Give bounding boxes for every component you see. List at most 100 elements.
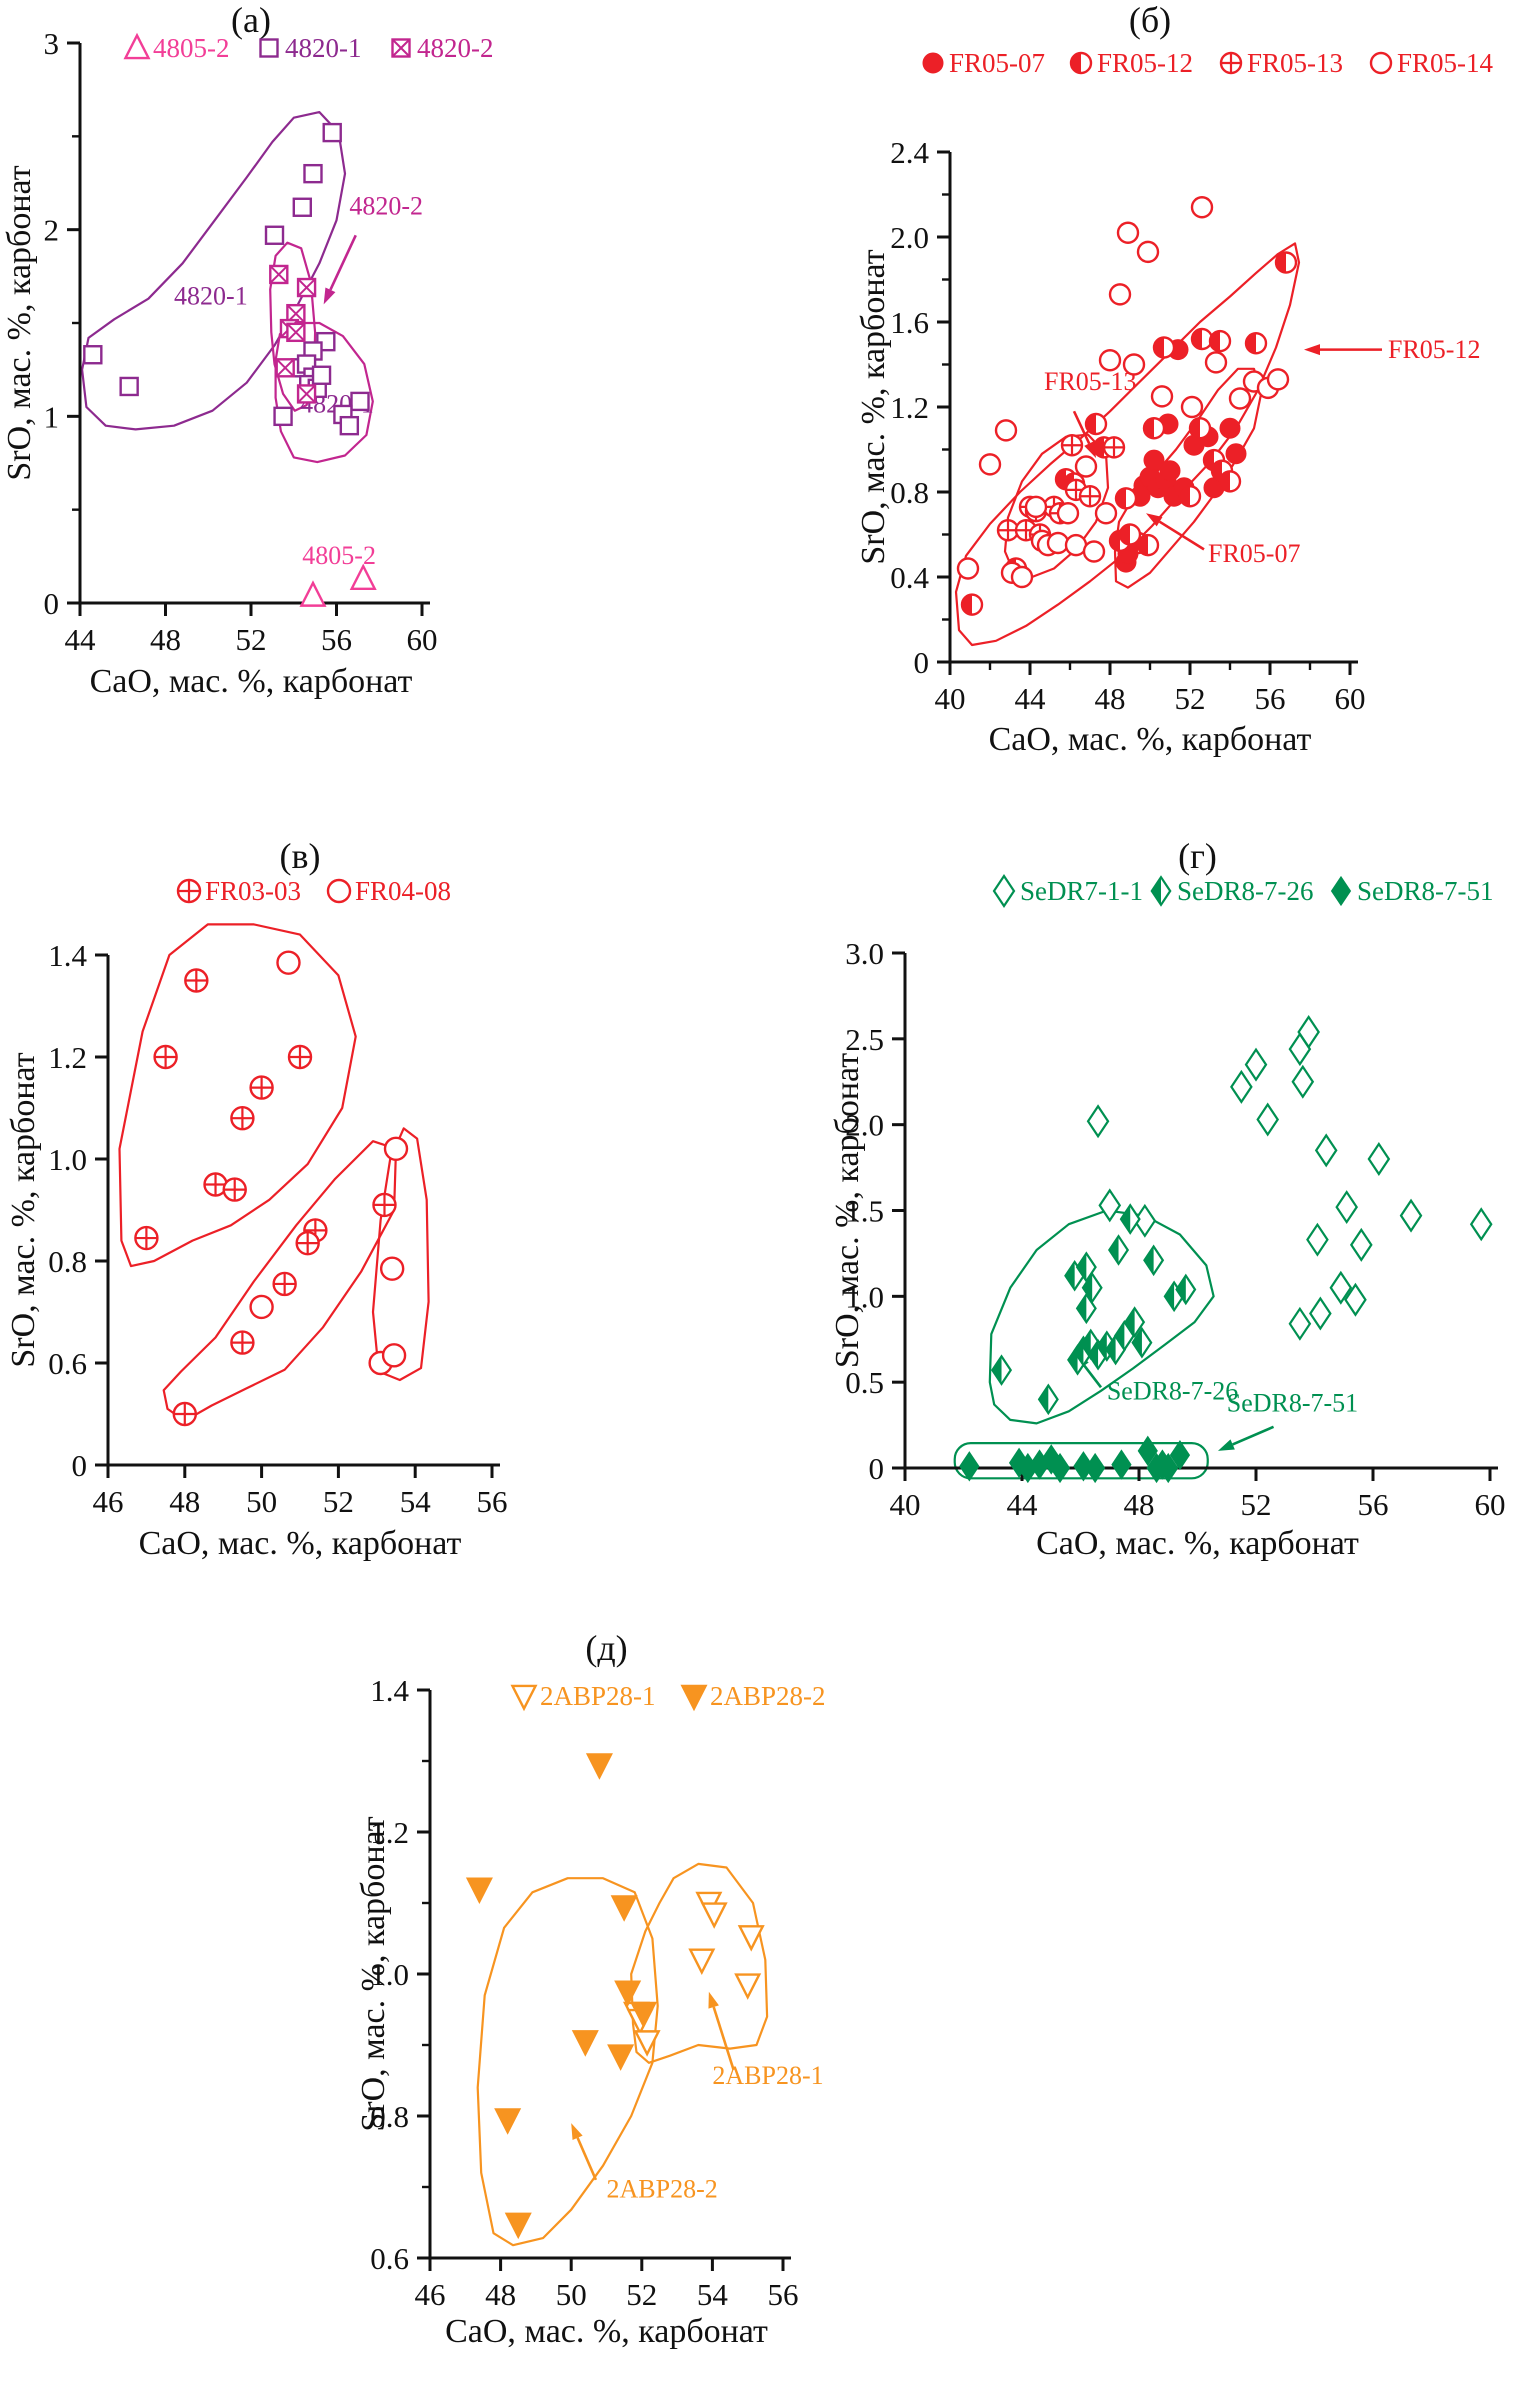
x-tick-label: 54 — [400, 1484, 432, 1519]
y-tick-label: 0.8 — [890, 475, 929, 510]
y-tick-label: 0.8 — [370, 2099, 409, 2134]
data-point-marker — [494, 2108, 522, 2135]
data-point-marker — [1085, 1452, 1106, 1484]
legend-item-FR05-13: FR05-13 — [1219, 48, 1343, 78]
legend-label: 2ABP28-2 — [710, 1681, 826, 1711]
legend-item-FR04-08: FR04-08 — [326, 876, 451, 906]
annotation-arrow-line — [1232, 1425, 1275, 1446]
legend-item-SeDR7-1-1: SeDR7-1-1 — [992, 874, 1143, 908]
annotation-label: SeDR8-7-51 — [1227, 1388, 1358, 1417]
x-tick-label: 44 — [65, 622, 97, 657]
data-point-marker — [1024, 495, 1048, 519]
annotation-arrow-line — [1072, 410, 1091, 445]
y-tick-label: 1.4 — [370, 1673, 409, 1708]
group-outline — [953, 1442, 1209, 1480]
data-point-marker-half — [1204, 450, 1214, 471]
x-axis-label: CaO, мас. %, карбонат — [445, 2313, 768, 2350]
data-point-marker — [264, 225, 285, 245]
data-point-marker-half — [1164, 1282, 1175, 1311]
data-point-marker — [350, 391, 370, 412]
legend-label: SeDR8-7-26 — [1177, 876, 1314, 906]
data-point-marker — [504, 2212, 532, 2240]
legend-label: 4805-2 — [153, 33, 230, 63]
y-tick-label: 1.2 — [370, 1815, 409, 1850]
group-outline — [371, 1127, 430, 1382]
annotation-label: 2ABP28-1 — [712, 2061, 823, 2090]
data-point-marker-half — [1210, 331, 1220, 352]
legend-label: FR03-03 — [205, 876, 301, 906]
annotation-arrow-head — [571, 2123, 583, 2140]
data-point-marker — [992, 874, 1016, 908]
legend-item-SeDR8-7-26: SeDR8-7-26 — [1150, 875, 1314, 907]
y-tick-label: 1 — [44, 399, 60, 434]
data-point-marker — [737, 1925, 765, 1952]
legend-item-FR05-14: FR05-14 — [1369, 48, 1494, 78]
annotation-arrow-head — [708, 1991, 719, 2009]
x-tick-label: 46 — [93, 1484, 124, 1519]
data-point-marker — [1158, 1452, 1179, 1484]
annotation-arrow-line — [1083, 1364, 1103, 1389]
x-tick-label: 50 — [246, 1484, 277, 1519]
data-point-marker — [322, 122, 342, 143]
annotation-arrow-head — [1146, 513, 1163, 527]
chart-title: (д) — [585, 1628, 627, 1668]
data-point-marker — [1041, 1444, 1062, 1475]
x-tick-label: 56 — [1358, 1487, 1389, 1522]
chart-b: 40 44 48 52 56 60 0 0.4 0.8 1.2 1.6 2.0 2.4 CaO, мас.… — [855, 0, 1494, 758]
data-point-marker — [83, 345, 103, 365]
y-tick-label: 2 — [44, 213, 60, 248]
chart-title: (б) — [1129, 0, 1171, 40]
legend-item-FR05-07: FR05-07 — [922, 48, 1045, 78]
legend-label: FR05-14 — [1397, 48, 1494, 78]
chart-title: (г) — [1178, 836, 1217, 876]
data-point-marker — [1329, 1270, 1353, 1305]
series-4820-1 — [83, 122, 370, 436]
data-point-marker — [978, 453, 1002, 476]
data-point-marker-half — [1121, 1205, 1131, 1233]
series-4805-2 — [299, 563, 377, 607]
annotation-arrow-line — [712, 2006, 735, 2071]
data-point-marker — [1344, 1282, 1367, 1317]
data-point-marker — [1256, 1102, 1280, 1137]
data-point-marker-half — [1081, 1330, 1091, 1359]
x-tick-label: 52 — [1241, 1487, 1272, 1522]
x-tick-label: 48 — [150, 622, 181, 657]
data-point-marker — [1367, 1142, 1391, 1176]
y-tick-label: 3.0 — [845, 936, 884, 971]
x-tick-label: 56 — [768, 2277, 799, 2312]
data-point-marker — [1244, 1047, 1268, 1082]
data-point-marker-half — [1115, 1322, 1125, 1350]
data-point-marker — [1225, 443, 1247, 465]
legend-item-4820-2: 4820-2 — [391, 33, 494, 63]
x-tick-label: 52 — [626, 2277, 657, 2312]
data-point-marker-half — [1176, 1275, 1186, 1304]
data-point-marker — [276, 950, 301, 975]
x-axis-label: CaO, мас. %, карбонат — [989, 721, 1312, 758]
data-point-marker-half — [962, 594, 972, 615]
data-point-marker — [1111, 1449, 1132, 1480]
legend-label: 4820-2 — [417, 33, 494, 63]
data-point-marker-half — [1065, 1261, 1075, 1290]
legend-item-4805-2: 4805-2 — [123, 32, 230, 63]
data-point-marker-half — [1144, 418, 1154, 439]
x-tick-label: 40 — [935, 681, 966, 716]
data-point-marker-half — [1120, 524, 1130, 545]
y-tick-label: 3 — [44, 26, 60, 61]
data-point-marker — [1010, 565, 1034, 589]
data-point-marker — [249, 1294, 274, 1320]
series-FR03-03 — [134, 968, 397, 1427]
data-point-marker — [1369, 51, 1393, 75]
x-tick-label: 48 — [169, 1484, 200, 1519]
x-tick-label: 60 — [407, 622, 438, 657]
data-point-marker — [610, 1895, 638, 1922]
data-point-marker-half — [1039, 1385, 1049, 1414]
data-point-marker-half — [1212, 460, 1222, 481]
data-point-marker-half — [1116, 488, 1126, 509]
legend-label: SeDR7-1-1 — [1020, 876, 1143, 906]
data-point-marker — [311, 365, 332, 385]
data-point-marker — [1349, 1227, 1373, 1262]
data-point-marker-half — [1190, 418, 1200, 439]
data-point-marker — [383, 1136, 409, 1162]
x-tick-label: 60 — [1475, 1487, 1506, 1522]
